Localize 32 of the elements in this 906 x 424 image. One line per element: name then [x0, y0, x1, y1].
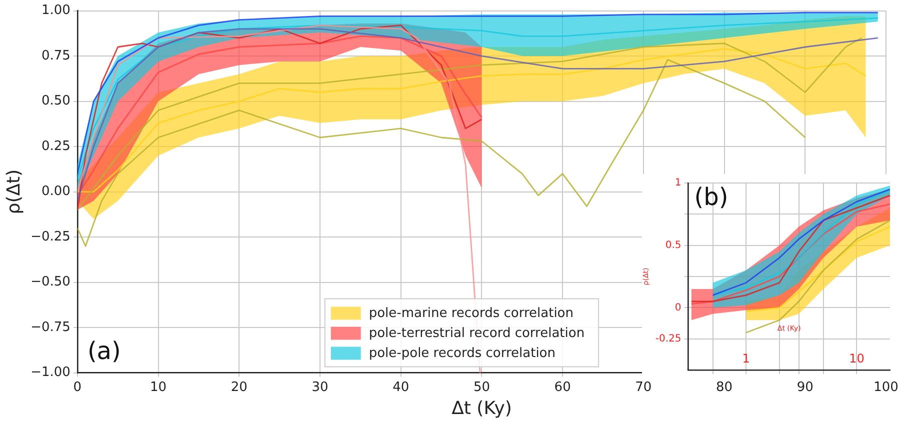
x-tick-label: 10: [150, 380, 167, 395]
x-tick-label: 30: [312, 380, 328, 395]
x-tick-label: 10: [849, 351, 864, 366]
y-tick-label: -0.25: [655, 333, 682, 344]
x-tick-label: 90: [796, 380, 814, 395]
y-tick-label: −0.75: [30, 320, 70, 335]
x-tick-label: 20: [230, 380, 248, 395]
y-tick-label: 1: [674, 178, 682, 189]
x-tick-label: 100: [874, 380, 898, 395]
x-axis-title: Δt (Ky): [452, 398, 512, 419]
x-tick-label: 60: [554, 380, 571, 395]
legend-label: pole-terrestrial record correlation: [368, 326, 585, 342]
y-tick-label: −1.00: [30, 365, 70, 380]
annotation: (a): [87, 337, 121, 366]
annotation: (b): [694, 183, 728, 212]
legend-label: pole-marine records correlation: [368, 306, 574, 322]
y-tick-label: 1.00: [41, 3, 70, 18]
y-tick-label: 0: [674, 302, 682, 314]
x-tick-label: 0: [73, 380, 82, 395]
y-tick-label: 0.25: [41, 138, 70, 154]
y-tick-label: 0.75: [41, 48, 70, 64]
y-tick-label: 0.5: [665, 240, 682, 251]
y-tick-label: −0.50: [30, 274, 70, 290]
x-tick-label: 80: [716, 380, 733, 395]
y-tick-label: 0.50: [41, 94, 70, 109]
legend-label: pole-pole records correlation: [368, 346, 556, 362]
y-tick-label: −0.25: [30, 229, 70, 244]
x-tick-label: 70: [635, 380, 652, 395]
y-axis-title: ρ(Δt): [3, 169, 24, 214]
x-tick-label: 50: [473, 380, 490, 395]
x-tick-label: 40: [392, 380, 410, 395]
y-tick-label: 0.00: [41, 184, 70, 200]
